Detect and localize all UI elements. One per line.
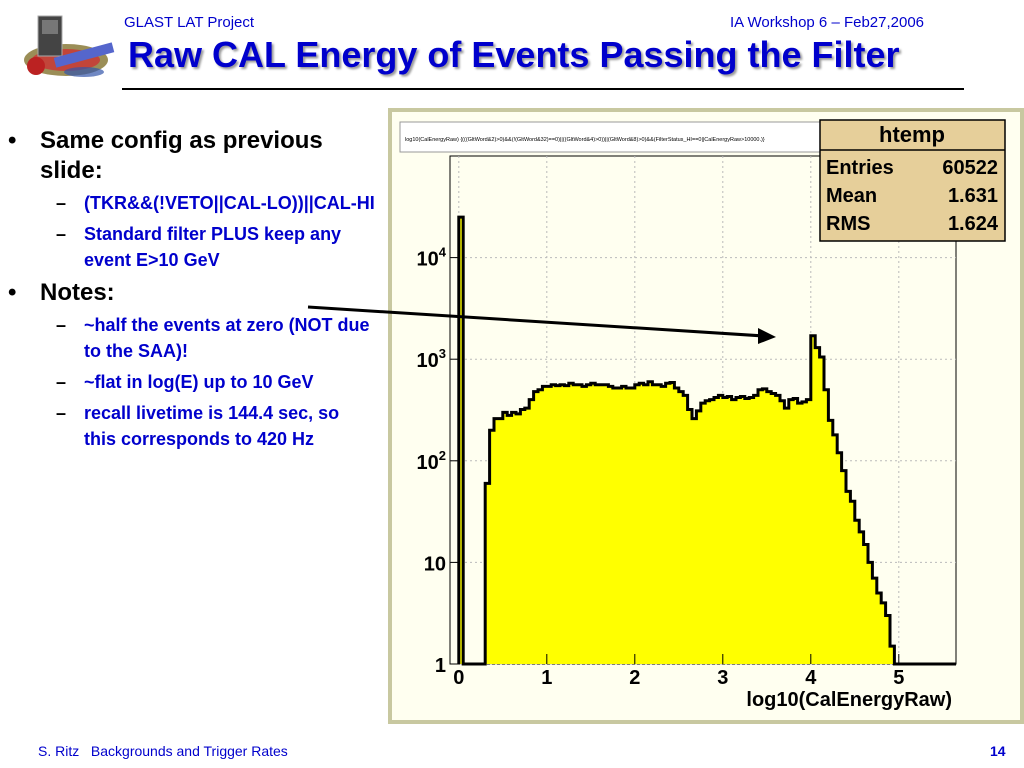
stats-rms-label: RMS bbox=[826, 213, 870, 235]
x-tick-label: 4 bbox=[805, 667, 817, 689]
stats-title: htemp bbox=[879, 122, 945, 147]
sub-bullet-trigger-text: (TKR&&(!VETO||CAL-LO))||CAL-HI bbox=[84, 193, 375, 213]
footer-author: S. Ritz Backgrounds and Trigger Rates bbox=[38, 743, 288, 759]
y-tick-label: 104 bbox=[417, 245, 447, 271]
sub-bullet-zero-text: ~half the events at zero (NOT due to the… bbox=[84, 315, 370, 361]
histogram-outline bbox=[457, 215, 956, 666]
stats-rms-value: 1.624 bbox=[948, 213, 999, 235]
x-tick-label: 1 bbox=[541, 667, 552, 689]
project-label: GLAST LAT Project bbox=[124, 14, 255, 31]
glast-logo-icon bbox=[24, 15, 115, 77]
event-label: IA Workshop 6 – Feb27,2006 bbox=[730, 14, 925, 31]
stats-mean-label: Mean bbox=[826, 185, 877, 207]
x-tick-label: 2 bbox=[629, 667, 640, 689]
stats-entries-value: 60522 bbox=[942, 157, 998, 179]
y-tick-label: 102 bbox=[417, 448, 446, 474]
stats-mean-value: 1.631 bbox=[948, 185, 998, 207]
page-number: 14 bbox=[990, 743, 1006, 759]
title-rule bbox=[122, 88, 964, 90]
sub-bullet-flat-text: ~flat in log(E) up to 10 GeV bbox=[84, 372, 314, 392]
slide-title: Raw CAL Energy of Events Passing the Fil… bbox=[128, 34, 900, 75]
bullet-list: • Same config as previous slide: – (TKR&&(… bbox=[0, 126, 380, 457]
x-axis-label: log10(CalEnergyRaw) bbox=[746, 689, 952, 711]
bullet-config-text: Same config as previous slide: bbox=[40, 127, 323, 184]
x-tick-labels: 0 1 2 3 4 5 bbox=[453, 654, 904, 689]
cut-string: log10(CalEnergyRaw) {(((GltWord&2)>0)&&(… bbox=[405, 137, 765, 143]
sub-bullet-livetime-text: recall livetime is 144.4 sec, so this co… bbox=[84, 403, 340, 449]
sub-bullet-livetime: – recall livetime is 144.4 sec, so this c… bbox=[56, 403, 340, 449]
y-tick-label: 1 bbox=[435, 655, 446, 677]
footer-talk-title: Backgrounds and Trigger Rates bbox=[90, 743, 288, 759]
sub-bullet-trigger: – (TKR&&(!VETO||CAL-LO))||CAL-HI bbox=[56, 193, 375, 213]
sub-bullet-filter-text: Standard filter PLUS keep any event E>10… bbox=[84, 224, 342, 270]
bullet-notes-text: Notes: bbox=[40, 279, 115, 306]
sub-bullet-zero: – ~half the events at zero (NOT due to th… bbox=[56, 315, 370, 361]
histogram-fill bbox=[458, 217, 956, 664]
sub-bullet-filter: – Standard filter PLUS keep any event E>1… bbox=[56, 224, 342, 270]
x-tick-label: 0 bbox=[453, 667, 464, 689]
stats-entries-label: Entries bbox=[826, 157, 894, 179]
y-tick-labels: 1 10 102 103 104 bbox=[417, 245, 460, 677]
sub-bullet-flat: – ~flat in log(E) up to 10 GeV bbox=[56, 372, 314, 392]
histogram-chart: log10(CalEnergyRaw) {(((GltWord&2)>0)&&(… bbox=[388, 108, 1024, 724]
y-tick-label: 103 bbox=[417, 346, 446, 372]
bullet-config: • Same config as previous slide: bbox=[8, 127, 323, 184]
footer-author-name: S. Ritz bbox=[38, 743, 80, 759]
x-tick-label: 3 bbox=[717, 667, 728, 689]
x-tick-label: 5 bbox=[893, 667, 904, 689]
stats-box: htemp Entries 60522 Mean 1.631 RMS 1.624 bbox=[819, 119, 1006, 242]
y-tick-label: 10 bbox=[424, 553, 446, 575]
bullet-notes: • Notes: bbox=[8, 279, 115, 306]
stats-box-bg bbox=[819, 119, 1006, 242]
